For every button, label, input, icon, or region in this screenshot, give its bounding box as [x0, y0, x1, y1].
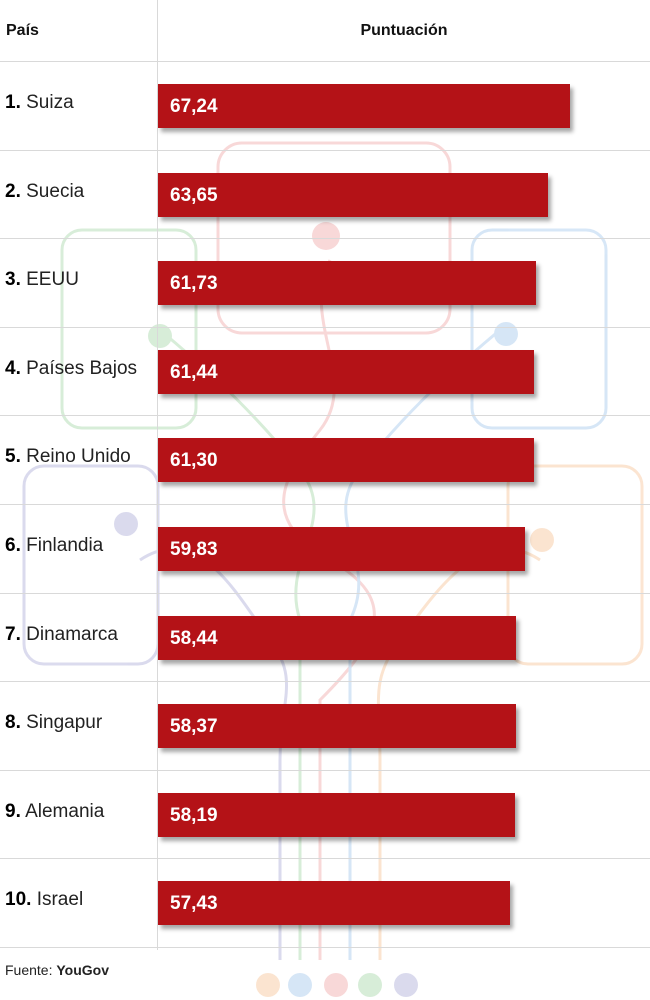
bar: 58,37	[158, 704, 516, 748]
country-name: Dinamarca	[20, 624, 119, 645]
bar-value-label: 61,44	[170, 362, 218, 383]
country-name: Reino Unido	[20, 446, 131, 467]
column-header-score: Puntuación	[360, 22, 448, 39]
bar: 61,44	[158, 350, 534, 394]
country-label: 1. Suiza	[5, 92, 74, 114]
source-name: YouGov	[56, 962, 110, 978]
bar-value-label: 57,43	[170, 893, 218, 914]
country-name: Finlandia	[20, 535, 104, 556]
row-divider	[0, 947, 650, 948]
rank-number: 4.	[5, 358, 21, 379]
bar-value-label: 67,24	[170, 96, 218, 117]
country-label: 8. Singapur	[5, 712, 102, 734]
country-label: 10. Israel	[5, 889, 83, 911]
row-divider	[0, 681, 650, 682]
country-name: Alemania	[20, 801, 105, 822]
rank-number: 8.	[5, 712, 21, 733]
row-divider	[0, 858, 650, 859]
bar: 58,44	[158, 616, 516, 660]
rank-number: 1.	[5, 92, 21, 113]
country-name: Suiza	[20, 92, 74, 113]
row-divider	[0, 770, 650, 771]
country-label: 7. Dinamarca	[5, 624, 118, 646]
rank-number: 10.	[5, 889, 32, 910]
bar-value-label: 58,19	[170, 805, 218, 826]
country-name: Países Bajos	[20, 358, 138, 379]
rank-number: 7.	[5, 624, 21, 645]
bar: 61,73	[158, 261, 536, 305]
country-label: 3. EEUU	[5, 269, 79, 291]
bar-value-label: 59,83	[170, 539, 218, 560]
row-divider	[0, 150, 650, 151]
source-label: Fuente:	[5, 962, 53, 978]
row-divider	[0, 504, 650, 505]
country-label: 5. Reino Unido	[5, 446, 131, 468]
rank-number: 6.	[5, 535, 21, 556]
row-divider	[0, 238, 650, 239]
rank-number: 3.	[5, 269, 21, 290]
rank-number: 9.	[5, 801, 21, 822]
row-divider	[0, 61, 650, 62]
country-label: 4. Países Bajos	[5, 358, 137, 380]
bar-value-label: 61,73	[170, 273, 218, 294]
bar: 67,24	[158, 84, 570, 128]
column-divider	[157, 0, 158, 950]
bar-value-label: 58,44	[170, 628, 218, 649]
row-divider	[0, 327, 650, 328]
bar: 58,19	[158, 793, 515, 837]
row-divider	[0, 593, 650, 594]
country-name: Singapur	[20, 712, 103, 733]
source-note: Fuente: YouGov	[5, 962, 109, 978]
country-name: EEUU	[20, 269, 79, 290]
country-label: 6. Finlandia	[5, 535, 103, 557]
column-header-country: País	[6, 22, 39, 39]
bar-value-label: 58,37	[170, 716, 218, 737]
country-name: Suecia	[20, 181, 85, 202]
bar: 59,83	[158, 527, 525, 571]
bar-value-label: 63,65	[170, 185, 218, 206]
country-label: 2. Suecia	[5, 181, 84, 203]
bar: 57,43	[158, 881, 510, 925]
bar-value-label: 61,30	[170, 450, 218, 471]
rank-number: 5.	[5, 446, 21, 467]
rank-number: 2.	[5, 181, 21, 202]
country-label: 9. Alemania	[5, 801, 104, 823]
bar: 63,65	[158, 173, 548, 217]
row-divider	[0, 415, 650, 416]
bar: 61,30	[158, 438, 534, 482]
country-name: Israel	[31, 889, 84, 910]
